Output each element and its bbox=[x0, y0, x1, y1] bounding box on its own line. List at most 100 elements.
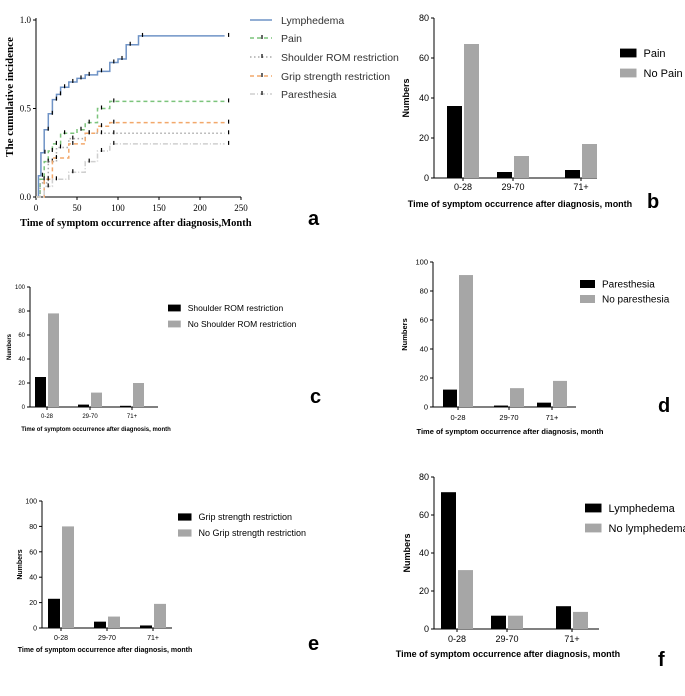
x-tick-label: 150 bbox=[152, 203, 166, 213]
legend-swatch-dark bbox=[620, 48, 637, 58]
x-tick-label: 50 bbox=[73, 203, 83, 213]
legend-label: No Shoulder ROM restriction bbox=[188, 319, 297, 329]
y-tick-label: 80 bbox=[29, 524, 37, 531]
bar-light bbox=[514, 156, 529, 178]
bar-dark bbox=[94, 621, 106, 628]
y-tick-label: 60 bbox=[419, 53, 429, 63]
legend-swatch-light bbox=[178, 529, 192, 537]
x-tick-label: 0-28 bbox=[54, 635, 68, 642]
x-tick-label: 29-70 bbox=[499, 413, 518, 422]
bar-light bbox=[582, 144, 597, 178]
bar-dark bbox=[443, 389, 457, 407]
y-axis-title: Numbers bbox=[402, 533, 412, 572]
y-tick-label: 80 bbox=[419, 13, 429, 23]
series-line-0 bbox=[36, 35, 225, 198]
bar-light bbox=[508, 615, 523, 629]
legend-label: Shoulder ROM restriction bbox=[281, 52, 399, 64]
y-tick-label: 60 bbox=[18, 333, 25, 339]
bar-light bbox=[62, 526, 74, 628]
legend-swatch-dark bbox=[168, 304, 181, 312]
bar-light bbox=[91, 392, 102, 407]
bar-light bbox=[459, 275, 473, 407]
x-axis-title: Time of symptom occurrence after diagnos… bbox=[21, 427, 171, 433]
legend-swatch-light bbox=[168, 320, 181, 328]
bar-dark bbox=[537, 402, 551, 407]
panel-label: e bbox=[308, 633, 319, 655]
x-axis-title: Time of symptom occurrence after diagnos… bbox=[417, 427, 604, 436]
legend-label: No lymphedema bbox=[609, 523, 685, 535]
y-tick-label: 0 bbox=[424, 173, 429, 183]
legend-label: No Pain bbox=[644, 68, 683, 80]
legend-label: Pain bbox=[644, 48, 666, 60]
y-tick-label: 80 bbox=[18, 309, 25, 315]
y-tick-label: 100 bbox=[15, 285, 26, 291]
legend-label: Pain bbox=[281, 33, 302, 45]
x-tick-label: 0-28 bbox=[454, 182, 472, 192]
bar-dark bbox=[494, 405, 508, 407]
bar-dark bbox=[35, 377, 46, 407]
y-tick-label: 0 bbox=[424, 624, 429, 634]
y-axis-title: Numbers bbox=[17, 549, 24, 579]
bar-light bbox=[154, 603, 166, 628]
legend-swatch-light bbox=[620, 68, 637, 78]
bar-dark bbox=[565, 170, 580, 178]
x-axis-title: Time of symptom occurrence after diagnos… bbox=[408, 199, 632, 209]
y-tick-label: 60 bbox=[419, 510, 429, 520]
y-tick-label: 80 bbox=[420, 287, 428, 296]
series-line-1 bbox=[36, 100, 225, 198]
x-tick-label: 29-70 bbox=[501, 182, 524, 192]
y-tick-label: 40 bbox=[420, 345, 428, 354]
legend-swatch-light bbox=[580, 295, 595, 303]
bar-light bbox=[133, 383, 144, 407]
bar-light bbox=[108, 616, 120, 628]
y-tick-label: 20 bbox=[419, 586, 429, 596]
bar-dark bbox=[497, 172, 512, 178]
y-tick-label: 40 bbox=[419, 548, 429, 558]
panel-label: d bbox=[658, 395, 670, 417]
y-tick-label: 40 bbox=[18, 357, 25, 363]
bar-light bbox=[573, 611, 588, 629]
y-tick-label: 60 bbox=[29, 549, 37, 556]
y-tick-label: 0 bbox=[424, 403, 428, 412]
legend-label: Shoulder ROM restriction bbox=[188, 303, 284, 313]
x-tick-label: 250 bbox=[234, 203, 248, 213]
legend-label: Grip strength restriction bbox=[199, 512, 293, 522]
x-tick-label: 71+ bbox=[564, 634, 579, 644]
y-tick-label: 0.0 bbox=[20, 192, 32, 202]
legend-label: Paresthesia bbox=[281, 89, 337, 101]
panel-b: 0 20 40 60 80 0-28 29-70 71+ Time of symptom occ… bbox=[401, 13, 683, 213]
series-line-2 bbox=[36, 132, 225, 198]
x-tick-label: 100 bbox=[111, 203, 125, 213]
y-axis-title: Numbers bbox=[7, 333, 13, 360]
panel-label: b bbox=[647, 191, 659, 213]
y-tick-label: 20 bbox=[419, 133, 429, 143]
y-tick-label: 100 bbox=[415, 258, 428, 267]
panel-c: 0 20 40 60 80 100 0-28 29-70 71+ Time of symptom … bbox=[7, 285, 321, 433]
x-tick-label: 71+ bbox=[127, 414, 138, 420]
x-axis-title: Time of symptom occurrence after diagnos… bbox=[20, 218, 252, 229]
legend-swatch-light bbox=[585, 523, 602, 533]
legend-label: Paresthesia bbox=[602, 280, 655, 291]
bar-light bbox=[553, 380, 567, 407]
panel-label: c bbox=[310, 386, 321, 408]
bar-dark bbox=[441, 492, 456, 629]
x-axis-title: Time of symptom occurrence after diagnos… bbox=[396, 649, 620, 659]
y-tick-label: 20 bbox=[420, 374, 428, 383]
y-tick-label: 0.5 bbox=[20, 104, 32, 114]
x-tick-label: 0-28 bbox=[41, 414, 54, 420]
legend-label: Grip strength restriction bbox=[281, 71, 390, 83]
panel-label: a bbox=[308, 208, 320, 230]
y-tick-label: 1.0 bbox=[20, 15, 32, 25]
bar-dark bbox=[78, 404, 89, 407]
legend-swatch-dark bbox=[580, 280, 595, 288]
x-tick-label: 71+ bbox=[147, 635, 159, 642]
x-tick-label: 0-28 bbox=[448, 634, 466, 644]
y-axis-title: Numbers bbox=[401, 78, 411, 117]
y-tick-label: 100 bbox=[25, 498, 37, 505]
x-tick-label: 29-70 bbox=[98, 635, 116, 642]
panel-f: 0 20 40 60 80 0-28 29-70 71+ Time of symptom occ… bbox=[396, 472, 685, 671]
y-tick-label: 20 bbox=[29, 600, 37, 607]
y-tick-label: 0 bbox=[22, 405, 26, 411]
series-line-4 bbox=[36, 143, 225, 198]
